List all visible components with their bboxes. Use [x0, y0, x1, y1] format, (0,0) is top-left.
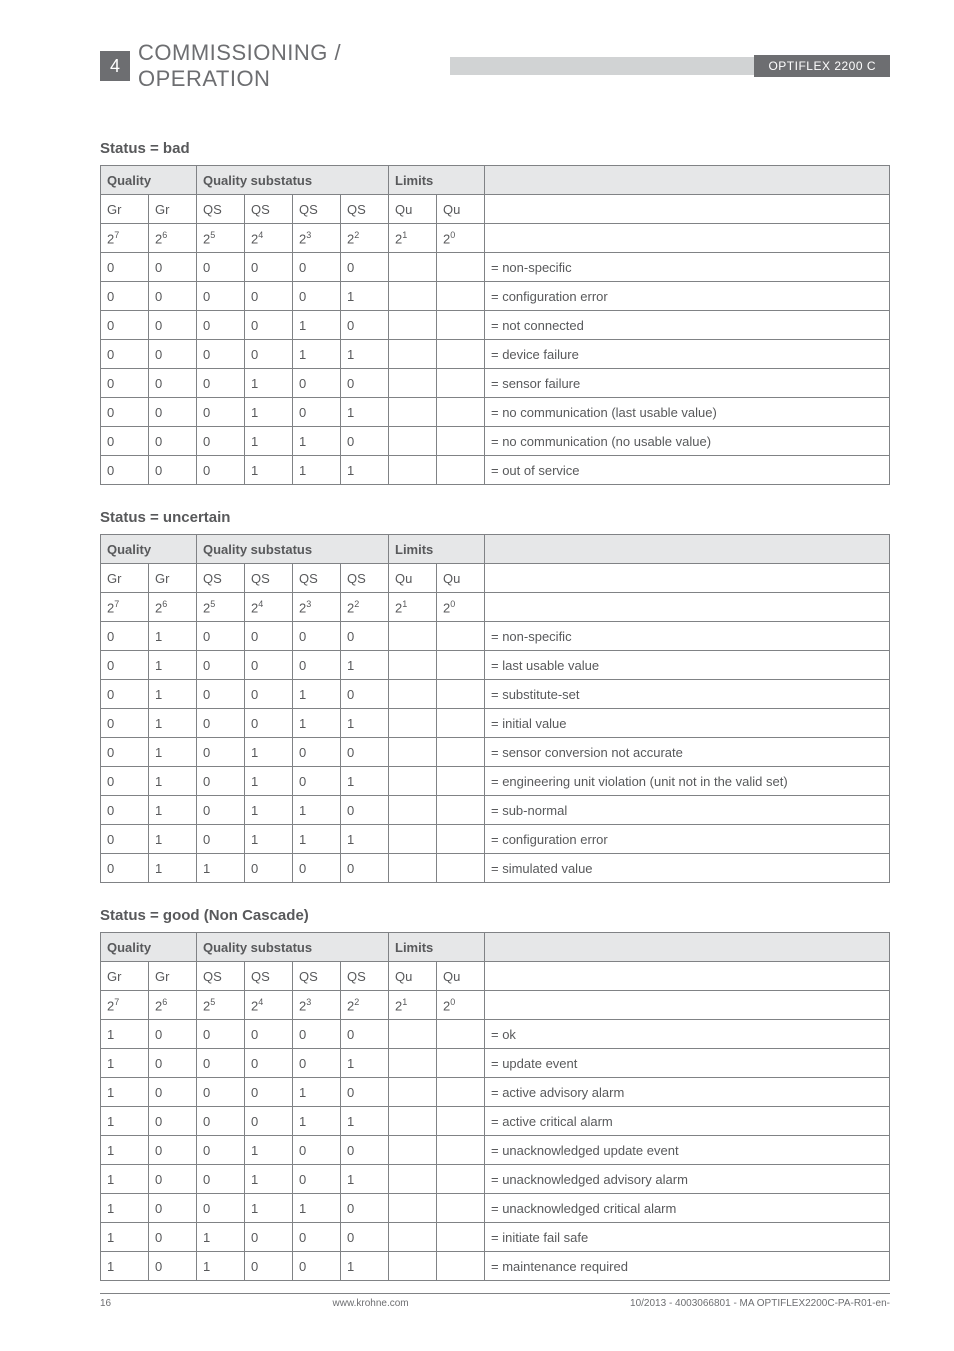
- doc-label: OPTIFLEX 2200 C: [754, 55, 890, 77]
- page-header: 4 COMMISSIONING / OPERATION OPTIFLEX 220…: [100, 40, 890, 92]
- header-rule: [450, 57, 754, 75]
- table-row: 010001= last usable value: [101, 651, 890, 680]
- table-row: 000110= no communication (no usable valu…: [101, 427, 890, 456]
- table-title-uncertain: Status = uncertain: [100, 509, 890, 526]
- table-title-good: Status = good (Non Cascade): [100, 907, 890, 924]
- exponent-row: 27 26 25 24 23 22 21 20: [101, 224, 890, 253]
- label-row: Gr Gr QS QS QS QS Qu Qu: [101, 195, 890, 224]
- section-title: COMMISSIONING / OPERATION: [138, 40, 442, 92]
- table-row: 100001= update event: [101, 1049, 890, 1078]
- table-row: 010111= configuration error: [101, 825, 890, 854]
- table-row: 100100= unacknowledged update event: [101, 1136, 890, 1165]
- col-substatus: Quality substatus: [197, 166, 389, 195]
- col-limits: Limits: [389, 166, 485, 195]
- footer-site: www.krohne.com: [333, 1298, 409, 1309]
- page-footer: 16 www.krohne.com 10/2013 - 4003066801 -…: [100, 1293, 890, 1309]
- table-row: 000010= not connected: [101, 311, 890, 340]
- status-table-bad: Quality Quality substatus Limits Gr Gr Q…: [100, 165, 890, 485]
- table-row: 010000= non-specific: [101, 622, 890, 651]
- status-table-uncertain: Quality Quality substatus Limits Gr Gr Q…: [100, 534, 890, 883]
- table-row: 000011= device failure: [101, 340, 890, 369]
- table-row: 010010= substitute-set: [101, 680, 890, 709]
- table-title-bad: Status = bad: [100, 140, 890, 157]
- table-row: 100101= unacknowledged advisory alarm: [101, 1165, 890, 1194]
- table-row: 100110= unacknowledged critical alarm: [101, 1194, 890, 1223]
- table-row: 010011= initial value: [101, 709, 890, 738]
- section-number: 4: [100, 51, 130, 81]
- table-row: 000111= out of service: [101, 456, 890, 485]
- table-row: 101001= maintenance required: [101, 1252, 890, 1281]
- table-row: 100010= active advisory alarm: [101, 1078, 890, 1107]
- footer-rev: 10/2013 - 4003066801 - MA OPTIFLEX2200C-…: [630, 1298, 890, 1309]
- status-table-good: Quality Quality substatus Limits Gr Gr Q…: [100, 932, 890, 1281]
- table-row: 100000= ok: [101, 1020, 890, 1049]
- table-row: 010101= engineering unit violation (unit…: [101, 767, 890, 796]
- table-row: 000100= sensor failure: [101, 369, 890, 398]
- col-desc: [485, 166, 890, 195]
- col-quality: Quality: [101, 166, 197, 195]
- table-row: 101000= initiate fail safe: [101, 1223, 890, 1252]
- table-row: 011000= simulated value: [101, 854, 890, 883]
- table-row: 000001= configuration error: [101, 282, 890, 311]
- table-row: 000000= non-specific: [101, 253, 890, 282]
- table-row: 010110= sub-normal: [101, 796, 890, 825]
- table-row: 100011= active critical alarm: [101, 1107, 890, 1136]
- footer-page: 16: [100, 1298, 111, 1309]
- table-row: 010100= sensor conversion not accurate: [101, 738, 890, 767]
- table-row: 000101= no communication (last usable va…: [101, 398, 890, 427]
